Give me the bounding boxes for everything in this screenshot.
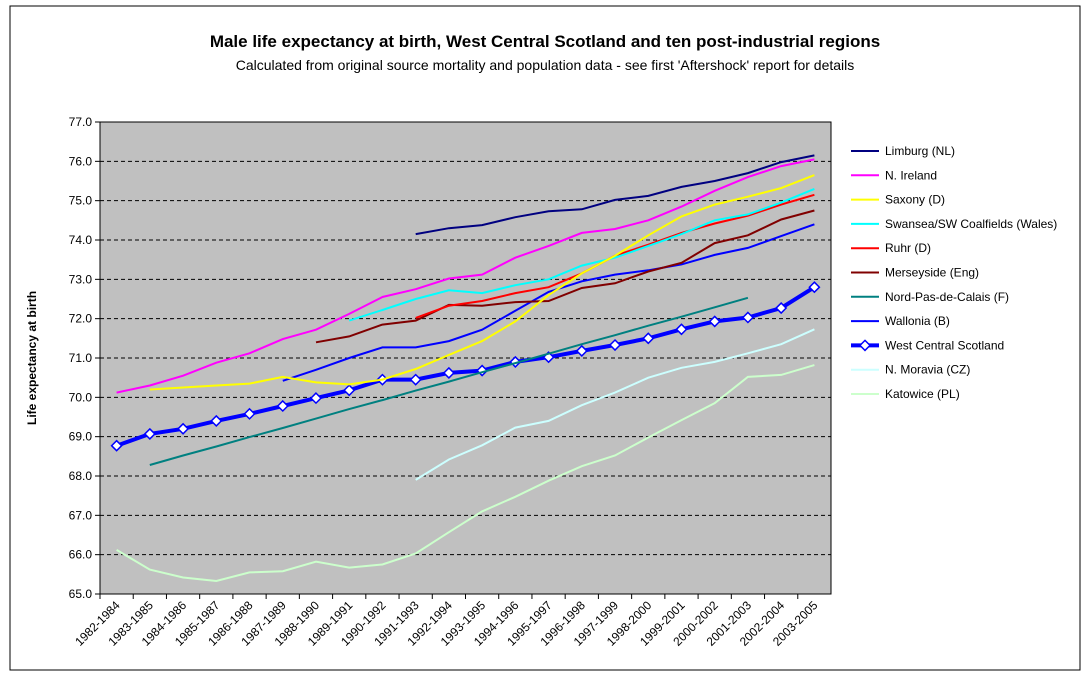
y-tick-label: 70.0 [69,390,93,404]
y-tick-label: 67.0 [69,508,93,522]
series-line [115,285,816,448]
series-line [315,209,815,344]
series-line [116,364,815,583]
series-line [282,223,815,382]
data-marker [343,384,356,397]
data-marker [775,301,788,315]
legend-label: West Central Scotland [885,338,1004,352]
legend-label: Swansea/SW Coalfields (Wales) [885,217,1057,231]
legend-label: Wallonia (B) [885,314,950,328]
y-tick-label: 66.0 [69,548,93,562]
y-axis-label: Life expectancy at birth [25,291,39,425]
data-marker [642,332,655,345]
legend-label: N. Ireland [885,168,937,182]
data-marker [409,373,422,386]
data-marker [110,439,123,452]
data-marker [575,344,588,357]
y-tick-label: 74.0 [69,233,93,247]
y-tick-label: 75.0 [69,194,93,208]
chart-subtitle: Calculated from original source mortalit… [236,57,855,73]
y-tick-label: 65.0 [69,587,93,601]
legend-label: Nord-Pas-de-Calais (F) [885,290,1009,304]
data-marker [442,366,455,380]
data-marker [708,315,721,328]
series-line [415,328,815,481]
y-tick-label: 68.0 [69,469,93,483]
series-line [149,174,815,391]
series-line [149,296,749,466]
data-marker [808,281,821,294]
data-marker [243,407,256,420]
legend-label: N. Moravia (CZ) [885,363,970,377]
legend-marker [858,339,872,352]
legend-label: Merseyside (Eng) [885,266,979,280]
y-tick-label: 76.0 [69,154,93,168]
data-marker [608,338,622,352]
y-tick-label: 72.0 [69,312,93,326]
series-line [415,154,815,236]
data-marker [309,392,323,405]
series-line [348,187,815,322]
legend-label: Limburg (NL) [885,144,955,158]
legend-label: Saxony (D) [885,193,945,207]
y-tick-label: 73.0 [69,272,93,286]
chart-title: Male life expectancy at birth, West Cent… [210,32,880,51]
data-marker [276,399,289,413]
legend-label: Ruhr (D) [885,241,931,255]
data-marker [143,427,156,440]
y-tick-label: 69.0 [69,430,93,444]
series-line [116,158,815,394]
y-tick-label: 77.0 [69,115,93,129]
data-marker [675,323,688,336]
data-marker [177,422,190,435]
data-marker [210,414,223,427]
data-marker [741,311,754,324]
y-tick-label: 71.0 [69,351,93,365]
legend-label: Katowice (PL) [885,387,960,401]
